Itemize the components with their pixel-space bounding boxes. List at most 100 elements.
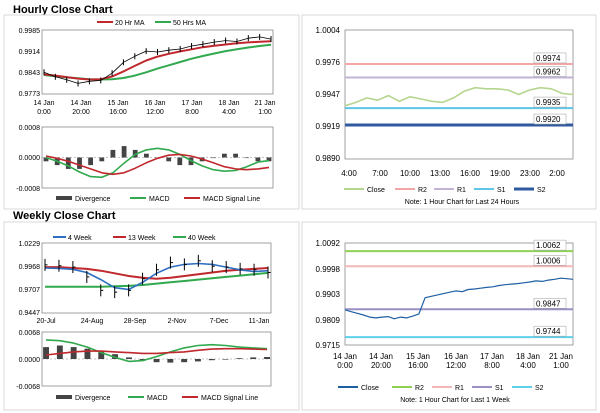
legend-label-divergence: Divergence (75, 395, 111, 402)
divergence-bar (43, 157, 49, 162)
y-tick-label: 0.9998 (316, 265, 341, 274)
level-value-label: 1.0006 (536, 256, 561, 265)
divergence-bar (210, 157, 216, 159)
x-tick-label: 0:00 (37, 109, 51, 116)
legend-label-13week: 13 Week (128, 235, 156, 242)
x-tick-label: 20:00 (371, 361, 392, 370)
x-tick-label: 12:00 (446, 361, 467, 370)
y-tick-label: 0.0000 (19, 155, 41, 162)
legend-label-s1: S1 (495, 385, 504, 392)
series-line-close (344, 86, 574, 107)
weekly-left-frame (3, 221, 300, 411)
divergence-bar (144, 153, 149, 158)
level-label-box (533, 52, 567, 64)
divergence-bar (65, 157, 71, 169)
x-tick-label: 20:00 (72, 109, 90, 116)
x-tick-label: 4:00 (222, 109, 236, 116)
hourly-price-x-ticks: 14 Jan 0:00 14 Jan 20:00 15 Jan 16:00 16… (33, 100, 275, 116)
x-tick-label: 14 Jan (333, 352, 357, 361)
level-label-box (533, 66, 567, 77)
legend-label-r2: R2 (418, 187, 427, 194)
y-tick-label: 1.0229 (19, 241, 41, 248)
hourly-legend: 20 Hr MA 50 Hrs MA (97, 20, 206, 27)
series-line-ma20 (43, 40, 272, 81)
x-tick-label: 0:00 (337, 361, 353, 370)
y-tick-label: 0.9773 (19, 91, 41, 98)
x-tick-label: 16 Jan (444, 352, 468, 361)
legend-label-macd-signal: MACD Signal Line (203, 196, 260, 203)
series-line-macd-signal (45, 347, 268, 356)
x-tick-label: 16:00 (460, 169, 481, 178)
legend-label-40week: 40 Week (188, 235, 216, 242)
weekly-macd-legend: Divergence MACD MACD Signal Line (56, 395, 258, 402)
x-tick-label: 20-Jul (36, 318, 56, 325)
hourly-macd-legend: Divergence MACD MACD Signal Line (56, 196, 260, 203)
series-line-macd-signal (45, 153, 270, 176)
weekly-levels-plot-area (344, 242, 574, 346)
x-tick-label: 16 Jan (144, 100, 165, 107)
level-value-label: 0.9935 (536, 98, 561, 107)
x-tick-label: 15 Jan (406, 352, 430, 361)
series-line-close (344, 277, 574, 320)
x-tick-label: 19:00 (490, 169, 511, 178)
x-tick-label: 4:00 (520, 361, 536, 370)
x-tick-label: 16:00 (109, 109, 127, 116)
divergence-bar (56, 345, 63, 359)
y-tick-label: 0.0000 (19, 357, 41, 364)
divergence-bar (43, 347, 49, 359)
weekly-price-plot-area (41, 242, 272, 314)
weekly-macd-series (42, 339, 271, 363)
divergence-bar (70, 347, 77, 359)
y-tick-label: 1.0092 (316, 239, 341, 248)
x-tick-label: 24-Aug (81, 318, 104, 325)
x-tick-label: 14 Jan (369, 352, 393, 361)
legend-swatch-divergence (56, 395, 72, 399)
divergence-bar (244, 157, 250, 159)
x-tick-label: 14 Jan (70, 100, 91, 107)
x-tick-label: 2:00 (549, 169, 565, 178)
y-tick-label: -0.0068 (16, 384, 40, 391)
legend-label-macd: MACD (149, 196, 170, 203)
level-value-label: 0.9744 (536, 327, 561, 336)
divergence-bar (98, 351, 105, 359)
level-value-label: 0.9920 (536, 115, 561, 124)
x-tick-label: 17 Jan (181, 100, 202, 107)
legend-label-s2: S2 (535, 385, 544, 392)
legend-label-s2: S2 (537, 187, 546, 194)
x-tick-label: 28-Sep (124, 318, 147, 325)
weekly-levels-legend: Close R2 R1 S1 S2 (338, 385, 544, 392)
divergence-bar (255, 157, 261, 162)
y-tick-label: 0.9903 (316, 290, 341, 299)
x-tick-label: 8:00 (185, 109, 199, 116)
y-tick-label: 0.9968 (19, 264, 41, 271)
weekly-price-series (44, 254, 271, 299)
divergence-bar (177, 157, 183, 166)
y-tick-label: 0.0008 (19, 125, 41, 132)
weekly-levels-series: 1.0062 1.0006 0.9847 0.9744 (344, 239, 574, 339)
x-tick-label: 17 Jan (480, 352, 504, 361)
y-tick-label: 0.9843 (19, 70, 41, 77)
divergence-bar (88, 157, 93, 166)
weekly-right-frame (301, 221, 597, 411)
legend-label-close: Close (361, 385, 379, 392)
hourly-levels-legend: Close R2 R1 S1 S2 (344, 187, 546, 194)
series-line-close (43, 36, 272, 84)
legend-label-r1: R1 (455, 385, 464, 392)
divergence-bar (166, 157, 172, 162)
level-label-box (533, 325, 567, 337)
divergence-bar (222, 359, 229, 360)
x-tick-label: 23:00 (520, 169, 541, 178)
x-tick-label: 11-Jan (249, 318, 270, 325)
legend-swatch-divergence (56, 196, 72, 200)
hourly-price-plot-area (41, 29, 274, 95)
y-tick-label: 0.9715 (316, 341, 341, 350)
hourly-levels-y-ticks: 1.0004 0.9976 0.9947 0.9919 0.9890 (316, 26, 341, 163)
divergence-bar (167, 359, 174, 363)
weekly-macd-y-ticks: 0.0068 0.0000 -0.0068 (16, 330, 40, 391)
x-tick-label: 18 Jan (218, 100, 239, 107)
legend-label-r1: R1 (457, 187, 466, 194)
level-value-label: 0.9962 (536, 68, 561, 77)
hourly-section-title: Hourly Close Chart (13, 4, 113, 16)
x-tick-label: 1:00 (258, 109, 272, 116)
divergence-bar (110, 149, 116, 158)
